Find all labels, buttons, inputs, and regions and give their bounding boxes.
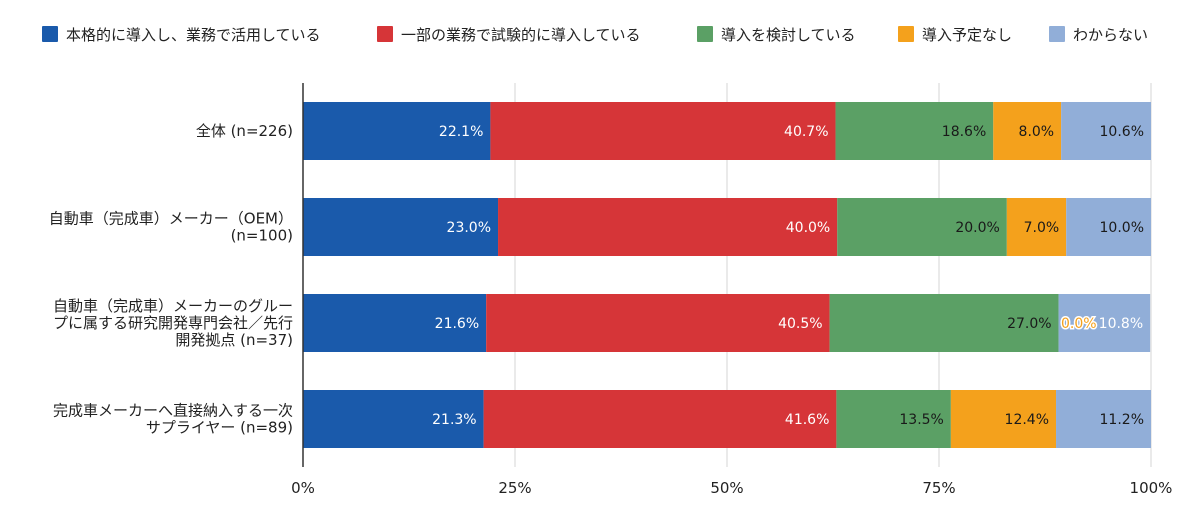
bar-2-series-4 (1006, 198, 1067, 256)
category-label-2-line-2: (n=100) (231, 227, 293, 245)
legend-swatch-3 (697, 26, 713, 42)
x-tick-label-2: 50% (710, 479, 743, 497)
bar-3-value-label-1: 21.6% (435, 316, 479, 332)
legend-swatch-4 (898, 26, 914, 42)
bar-1-value-label-3: 18.6% (942, 124, 986, 140)
legend-label-1: 本格的に導入し、業務で活用している (66, 26, 321, 44)
bar-3-series-1 (303, 294, 487, 352)
bar-1-series-3 (835, 102, 994, 160)
bar-2-value-label-1: 23.0% (447, 220, 491, 236)
bar-3-value-label-3: 27.0% (1007, 316, 1051, 332)
bar-4-value-label-5: 11.2% (1100, 412, 1144, 428)
category-label-1-line-1: 全体 (n=226) (196, 122, 293, 140)
bar-1-series-2 (490, 102, 836, 160)
bar-2-series-2 (498, 198, 838, 256)
bar-1-series-5 (1061, 102, 1151, 160)
legend-label-2: 一部の業務で試験的に導入している (401, 26, 641, 44)
category-label-4-line-2: サプライヤー (n=89) (146, 419, 293, 437)
category-label-2-line-1: 自動車（完成車）メーカー（OEM） (49, 210, 293, 228)
bar-2-series-5 (1066, 198, 1151, 256)
category-label-4-line-1: 完成車メーカーへ直接納入する一次 (53, 402, 293, 420)
x-tick-label-3: 75% (922, 479, 955, 497)
legend-swatch-1 (42, 26, 58, 42)
bar-4-value-label-3: 13.5% (899, 412, 943, 428)
bar-4-series-3 (836, 390, 951, 448)
bar-4-value-label-2: 41.6% (785, 412, 829, 428)
bar-1-value-label-5: 10.6% (1100, 124, 1144, 140)
bar-1-value-label-2: 40.7% (784, 124, 828, 140)
legend-label-3: 導入を検討している (721, 26, 856, 44)
bar-3-value-label-5: 10.8% (1099, 316, 1143, 332)
bar-3-value-label-2: 40.5% (778, 316, 822, 332)
bar-4-series-5 (1056, 390, 1151, 448)
legend-label-4: 導入予定なし (922, 26, 1012, 44)
legend-swatch-5 (1049, 26, 1065, 42)
bar-2-value-label-4: 7.0% (1024, 220, 1060, 236)
bar-2-value-label-2: 40.0% (786, 220, 830, 236)
bar-2-series-1 (303, 198, 499, 256)
bar-4-value-label-1: 21.3% (432, 412, 476, 428)
category-label-3-line-3: 開発拠点 (n=37) (175, 331, 293, 349)
bar-1-series-1 (303, 102, 491, 160)
x-tick-label-4: 100% (1130, 479, 1173, 497)
category-label-3-line-1: 自動車（完成車）メーカーのグルー (53, 297, 293, 315)
bar-3-series-5 (1058, 294, 1151, 352)
bar-3-value-label-4: 0.0% (1061, 316, 1097, 332)
bar-3-series-2 (486, 294, 830, 352)
bar-2-value-label-3: 20.0% (955, 220, 999, 236)
bar-2-series-3 (837, 198, 1007, 256)
x-tick-label-1: 25% (498, 479, 531, 497)
x-tick-label-0: 0% (291, 479, 315, 497)
legend-swatch-2 (377, 26, 393, 42)
legend-label-5: わからない (1073, 26, 1148, 44)
bar-3-series-3 (829, 294, 1059, 352)
bar-1-series-4 (993, 102, 1062, 160)
bar-4-series-2 (483, 390, 837, 448)
bar-1-value-label-4: 8.0% (1019, 124, 1055, 140)
bar-2-value-label-5: 10.0% (1100, 220, 1144, 236)
bar-4-series-4 (950, 390, 1057, 448)
category-label-3-line-2: プに属する研究開発専門会社／先行 (53, 314, 293, 332)
bar-4-value-label-4: 12.4% (1005, 412, 1049, 428)
bar-4-series-1 (303, 390, 484, 448)
bar-1-value-label-1: 22.1% (439, 124, 483, 140)
